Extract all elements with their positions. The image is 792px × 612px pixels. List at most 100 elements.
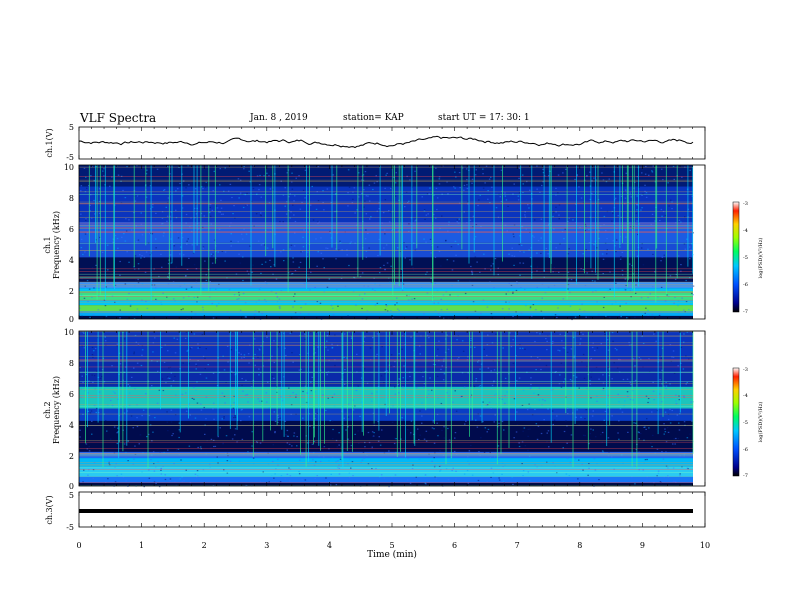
spectrogram-speckle xyxy=(115,463,117,465)
spectrogram-speckle xyxy=(146,169,148,171)
spectrogram-speckle xyxy=(265,314,267,316)
spectrogram-speckle xyxy=(293,214,295,216)
spectrogram-line xyxy=(79,217,693,218)
spectrogram-speckle xyxy=(497,456,500,458)
spectrogram-speckle xyxy=(309,289,311,291)
spectrogram-speckle xyxy=(644,190,646,192)
spectrogram-sferic xyxy=(496,331,498,465)
spectrogram-sferic xyxy=(566,165,568,300)
spectrogram-speckle xyxy=(221,392,224,394)
spectrogram-speckle xyxy=(166,411,168,413)
spectrogram-speckle xyxy=(205,274,207,276)
spectrogram-speckle xyxy=(521,226,524,228)
spectrogram-speckle xyxy=(580,416,582,418)
spectrogram-speckle xyxy=(170,220,172,222)
spectrogram-speckle xyxy=(363,340,365,343)
spectrogram-speckle xyxy=(224,402,226,404)
spectrogram-speckle xyxy=(84,233,87,235)
spectrogram-speckle xyxy=(643,462,645,464)
spectrogram-speckle xyxy=(205,181,207,183)
spectrogram-speckle xyxy=(195,368,197,370)
spectrogram-speckle xyxy=(315,238,317,240)
spectrogram-speckle xyxy=(162,389,165,392)
spectrogram-speckle xyxy=(273,377,275,379)
spectrogram-speckle xyxy=(185,392,187,394)
spectrogram-speckle xyxy=(653,399,655,401)
spectrogram-line xyxy=(79,227,693,228)
spectrogram-speckle xyxy=(509,332,511,334)
spectrogram-speckle xyxy=(445,239,447,241)
spectrogram-line xyxy=(79,469,693,470)
spectrogram-speckle xyxy=(434,282,436,284)
spectrogram-band xyxy=(79,458,693,468)
spectrogram-speckle xyxy=(480,437,482,439)
spectrogram-speckle xyxy=(528,403,530,405)
spectrogram-speckle xyxy=(251,200,253,203)
spectrogram-speckle xyxy=(232,331,234,334)
spectrogram-speckle xyxy=(114,284,117,286)
spectrogram-speckle xyxy=(447,193,449,195)
spectrogram-sferic xyxy=(287,165,289,293)
spectrogram-speckle xyxy=(244,316,247,318)
spectrogram-speckle xyxy=(511,247,513,249)
spectrogram-sferic xyxy=(574,331,576,424)
spectrogram-speckle xyxy=(505,199,508,201)
spectrogram-speckle xyxy=(211,209,214,211)
spectrogram-speckle xyxy=(204,186,207,188)
spectrogram-speckle xyxy=(510,346,513,348)
spectrogram-speckle xyxy=(641,172,643,174)
spectrogram-speckle xyxy=(515,431,518,433)
spectrogram-speckle xyxy=(614,347,617,350)
spectrogram-speckle xyxy=(577,478,579,480)
spectrogram-speckle xyxy=(213,402,215,404)
spectrogram-speckle xyxy=(586,260,588,262)
spectrogram-speckle xyxy=(552,215,554,218)
spectrogram-speckle xyxy=(412,336,415,338)
spectrogram-speckle xyxy=(91,354,94,356)
spectrogram-speckle xyxy=(634,172,636,174)
spectrogram-speckle xyxy=(212,253,214,255)
spectrogram-speckle xyxy=(620,216,622,218)
spectrogram-speckle xyxy=(470,396,472,398)
spectrogram-speckle xyxy=(320,460,322,463)
spectrogram-speckle xyxy=(608,451,610,453)
spectrogram-speckle xyxy=(582,269,585,271)
spectrogram-speckle xyxy=(575,222,577,224)
spectrogram-speckle xyxy=(347,315,349,317)
spectrogram-speckle xyxy=(173,245,176,247)
spectrogram-speckle xyxy=(642,264,645,266)
spectrogram-sferic xyxy=(217,331,219,437)
spectrogram-speckle xyxy=(282,221,284,223)
spectrogram-speckle xyxy=(414,170,416,172)
spectrogram-speckle xyxy=(205,418,207,420)
spectrogram-speckle xyxy=(216,456,218,458)
spectrogram-speckle xyxy=(219,427,221,429)
spectrogram-speckle xyxy=(592,291,594,293)
spectrogram-speckle xyxy=(574,274,577,276)
spectrogram-speckle xyxy=(186,243,188,245)
spectrogram-speckle xyxy=(291,445,293,447)
spectrogram-speckle xyxy=(637,431,640,433)
spectrogram-speckle xyxy=(89,204,91,206)
spectrogram-speckle xyxy=(601,450,604,452)
spectrogram-sferic xyxy=(692,165,694,274)
spectrogram-speckle xyxy=(479,385,482,387)
spectrogram-speckle xyxy=(615,282,617,284)
spectrogram-speckle xyxy=(123,406,125,408)
spectrogram-speckle xyxy=(268,481,270,483)
spectrogram-speckle xyxy=(436,208,438,211)
spectrogram-speckle xyxy=(632,358,635,360)
spectrogram-speckle xyxy=(600,207,603,209)
spectrogram-speckle xyxy=(277,416,280,418)
spectrogram-speckle xyxy=(347,426,349,428)
spectrogram-speckle xyxy=(307,313,310,315)
spectrogram-speckle xyxy=(253,463,255,465)
spectrogram-speckle xyxy=(337,466,339,469)
spectrogram-speckle xyxy=(446,259,449,261)
spectrogram-speckle xyxy=(597,198,600,201)
spectrogram-speckle xyxy=(376,302,379,304)
spectrogram-speckle xyxy=(546,441,548,443)
spectrogram-speckle xyxy=(194,473,197,475)
spectrogram-speckle xyxy=(438,250,441,253)
spectrogram-speckle xyxy=(544,400,546,402)
